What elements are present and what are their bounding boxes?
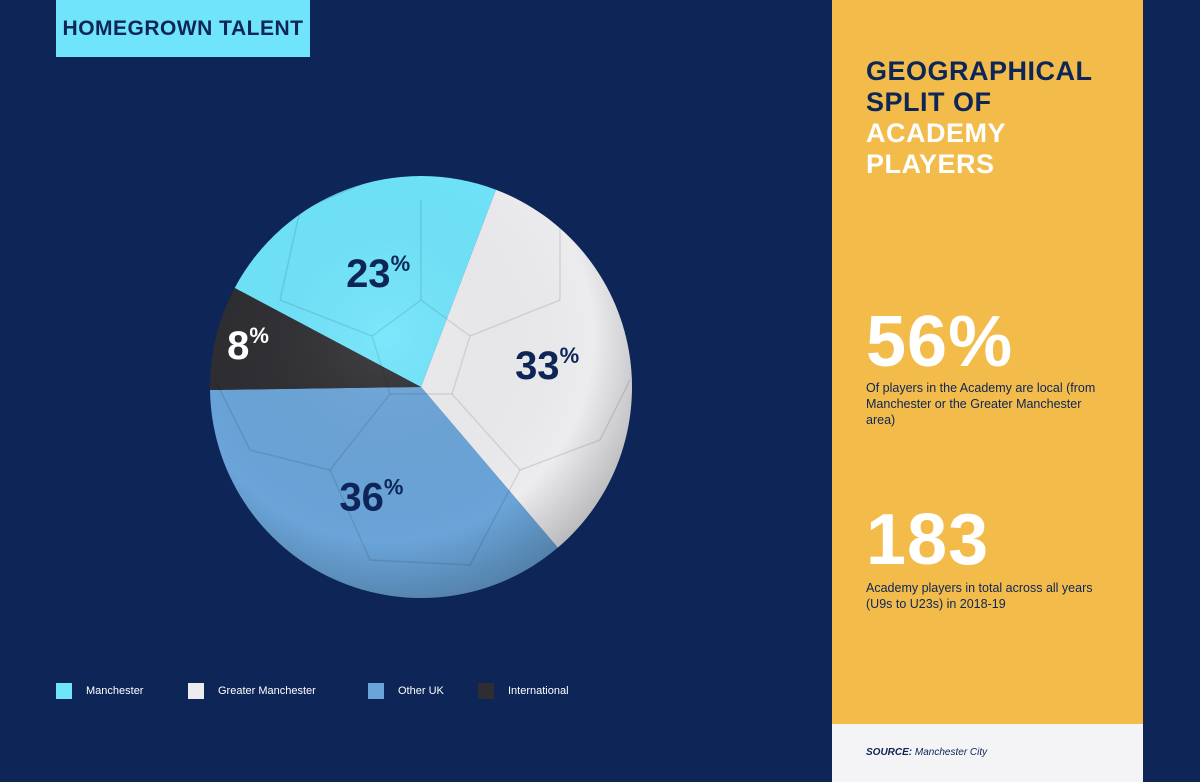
panel-title-line: GEOGRAPHICAL [866, 56, 1093, 86]
header-tag: HOMEGROWN TALENT [56, 0, 310, 57]
stat-total-description: Academy players in total across all year… [866, 581, 1093, 611]
panel-title-line: ACADEMY [866, 118, 1007, 148]
legend-label: Manchester [86, 685, 144, 697]
legend-label: Greater Manchester [218, 685, 316, 697]
legend-item-other-uk: Other UK [368, 683, 444, 699]
chart-legend: Manchester Greater Manchester Other UK Inte… [56, 683, 756, 703]
panel-title-line: PLAYERS [866, 149, 995, 179]
slice-label-international: 8% [227, 323, 269, 368]
legend-swatch [478, 683, 494, 699]
legend-swatch [368, 683, 384, 699]
legend-label: International [508, 685, 569, 697]
slice-label-manchester: 23% [346, 251, 410, 296]
stat-local-description: Of players in the Academy are local (fro… [866, 381, 1096, 427]
info-panel: GEOGRAPHICAL SPLIT OF ACADEMY PLAYERS 56… [832, 0, 1143, 782]
legend-swatch [56, 683, 72, 699]
panel-title: GEOGRAPHICAL SPLIT OF ACADEMY PLAYERS [866, 56, 1126, 180]
slice-label-other-uk: 36% [339, 474, 403, 519]
pie-chart: 23% 33% 36% 8% [209, 175, 632, 598]
source-bar: SOURCE: Manchester City [832, 724, 1143, 782]
slice-label-greater-manchester: 33% [515, 343, 579, 388]
stat-local-percent: 56% [866, 302, 1014, 382]
legend-item-manchester: Manchester [56, 683, 143, 699]
legend-label: Other UK [398, 685, 444, 697]
stat-total-players: 183 [866, 500, 990, 580]
legend-item-international: International [478, 683, 569, 699]
source-text: Manchester City [914, 747, 988, 758]
panel-title-line: SPLIT OF [866, 87, 992, 117]
source-label: SOURCE: [866, 747, 913, 758]
legend-item-greater-manchester: Greater Manchester [188, 683, 316, 699]
legend-swatch [188, 683, 204, 699]
